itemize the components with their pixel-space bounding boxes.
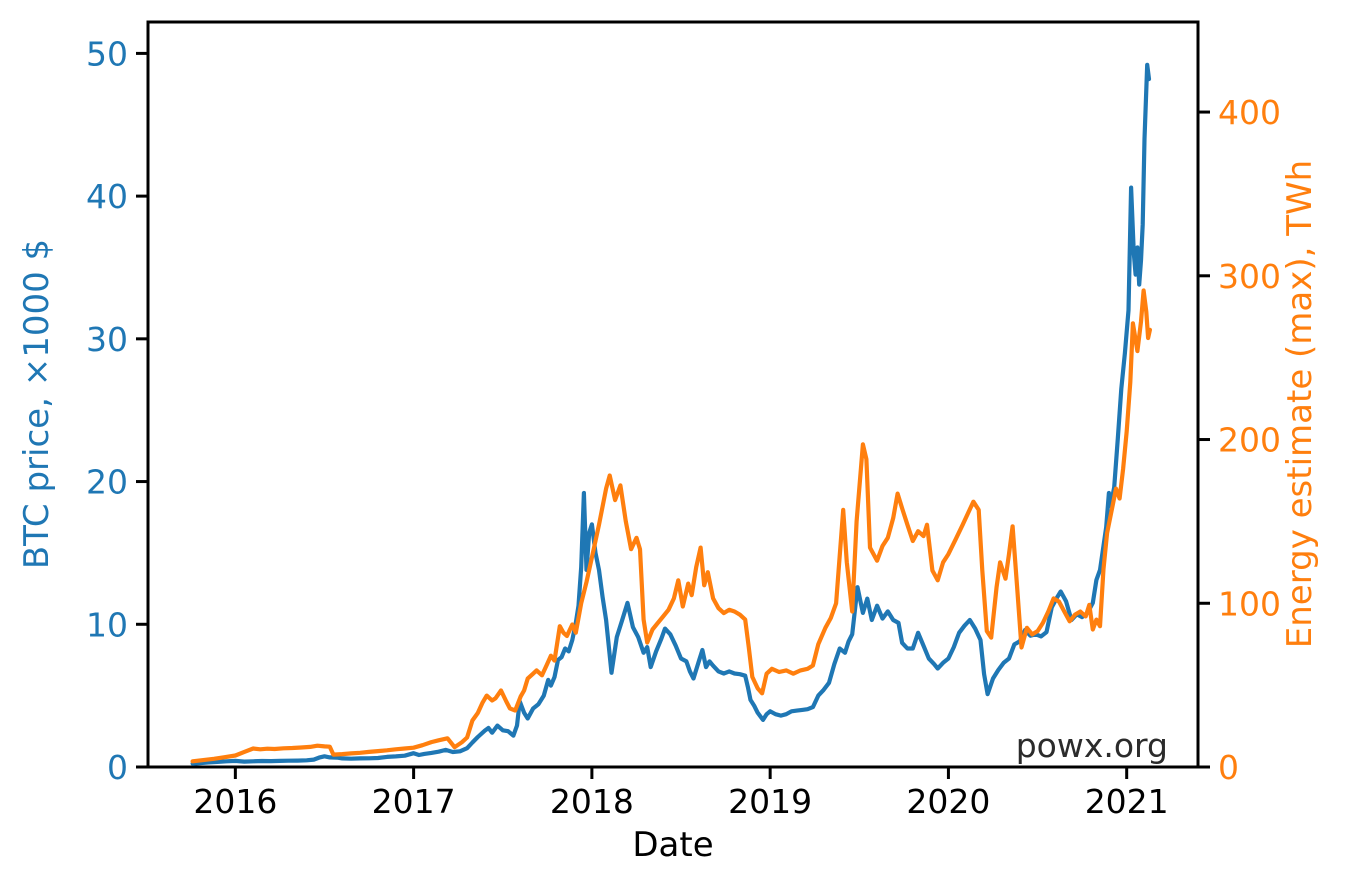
left-tick-label: 10: [86, 605, 128, 644]
left-tick-label: 30: [86, 320, 128, 359]
right-tick-label: 0: [1218, 748, 1239, 787]
x-tick-label: 2017: [372, 782, 456, 821]
plot-border: [146, 20, 1200, 769]
data-series-group: [190, 62, 1153, 766]
left-tick-label: 20: [86, 463, 128, 502]
x-tick-label: 2020: [906, 782, 990, 821]
left-tick-label: 40: [86, 177, 128, 216]
x-tick-label: 2019: [728, 782, 812, 821]
right-tick-label: 300: [1218, 257, 1281, 296]
right-axis-ticks: 0 100 200 300 400: [1198, 93, 1281, 787]
energy-estimate-line: [190, 288, 1153, 764]
right-tick-label: 200: [1218, 421, 1281, 460]
right-tick-label: 100: [1218, 584, 1281, 623]
left-tick-label: 50: [86, 34, 128, 73]
left-axis-ticks: 0 10 20 30 40 50: [86, 34, 148, 787]
x-axis-label: Date: [632, 825, 713, 865]
x-tick-label: 2016: [193, 782, 277, 821]
left-tick-label: 0: [107, 748, 128, 787]
left-axis-label: BTC price, ×1000 $: [17, 239, 57, 569]
x-axis-ticks: 2016 2017 2018 2019 2020 2021: [193, 767, 1169, 821]
x-tick-label: 2021: [1085, 782, 1169, 821]
btc-price-line: [190, 62, 1152, 766]
x-tick-label: 2018: [550, 782, 634, 821]
watermark-text: powx.org: [1016, 726, 1168, 765]
right-axis-label: Energy estimate (max), TWh: [1280, 160, 1320, 648]
right-tick-label: 400: [1218, 93, 1281, 132]
